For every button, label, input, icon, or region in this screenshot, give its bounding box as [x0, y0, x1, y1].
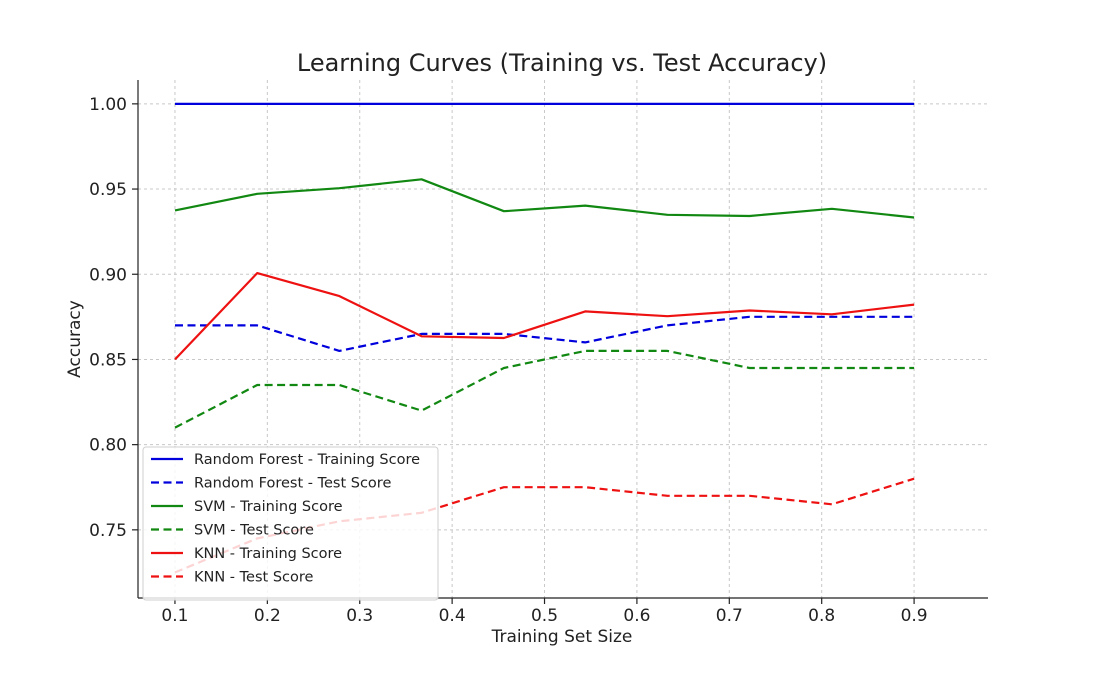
x-tick-label: 0.9 — [901, 606, 928, 626]
legend-frame — [142, 446, 439, 601]
chart-title: Learning Curves (Training vs. Test Accur… — [297, 49, 827, 77]
legend-label: Random Forest - Test Score — [194, 476, 391, 492]
y-tick-label: 0.75 — [89, 521, 127, 541]
y-tick-label: 0.95 — [89, 180, 127, 200]
legend-label: KNN - Training Score — [194, 546, 342, 562]
series-line-svm-training-score — [174, 178, 915, 219]
x-tick-label: 0.3 — [346, 606, 373, 626]
x-tick-label: 0.6 — [623, 606, 650, 626]
x-tick-label: 0.8 — [808, 606, 835, 626]
legend-label: Random Forest - Training Score — [194, 452, 420, 468]
series-line-random-forest-test-score — [175, 315, 915, 352]
x-tick-label: 0.7 — [716, 606, 743, 626]
x-axis-title: Training Set Size — [491, 627, 633, 647]
axis-ticks: 0.1 0.2 0.3 0.4 0.5 0.6 0.7 0.8 0.9 0.75 0.80 0.85 0… — [89, 95, 927, 626]
y-tick-label: 0.85 — [89, 350, 127, 370]
y-tick-label: 0.80 — [89, 436, 127, 456]
x-tick-label: 0.2 — [254, 606, 281, 626]
y-tick-label: 0.90 — [89, 265, 127, 285]
series-line-svm-test-score — [174, 349, 915, 429]
legend-label: SVM - Test Score — [194, 523, 314, 539]
y-axis-title: Accuracy — [65, 300, 85, 378]
x-tick-label: 0.1 — [161, 606, 188, 626]
chart-legend: Random Forest - Training Score Random For… — [142, 446, 439, 601]
y-tick-label: 1.00 — [89, 95, 127, 115]
series-line-knn-training-score — [174, 272, 915, 361]
x-tick-label: 0.5 — [531, 606, 558, 626]
legend-label: SVM - Training Score — [194, 499, 343, 515]
legend-label: KNN - Test Score — [194, 570, 314, 586]
x-tick-label: 0.4 — [439, 606, 466, 626]
